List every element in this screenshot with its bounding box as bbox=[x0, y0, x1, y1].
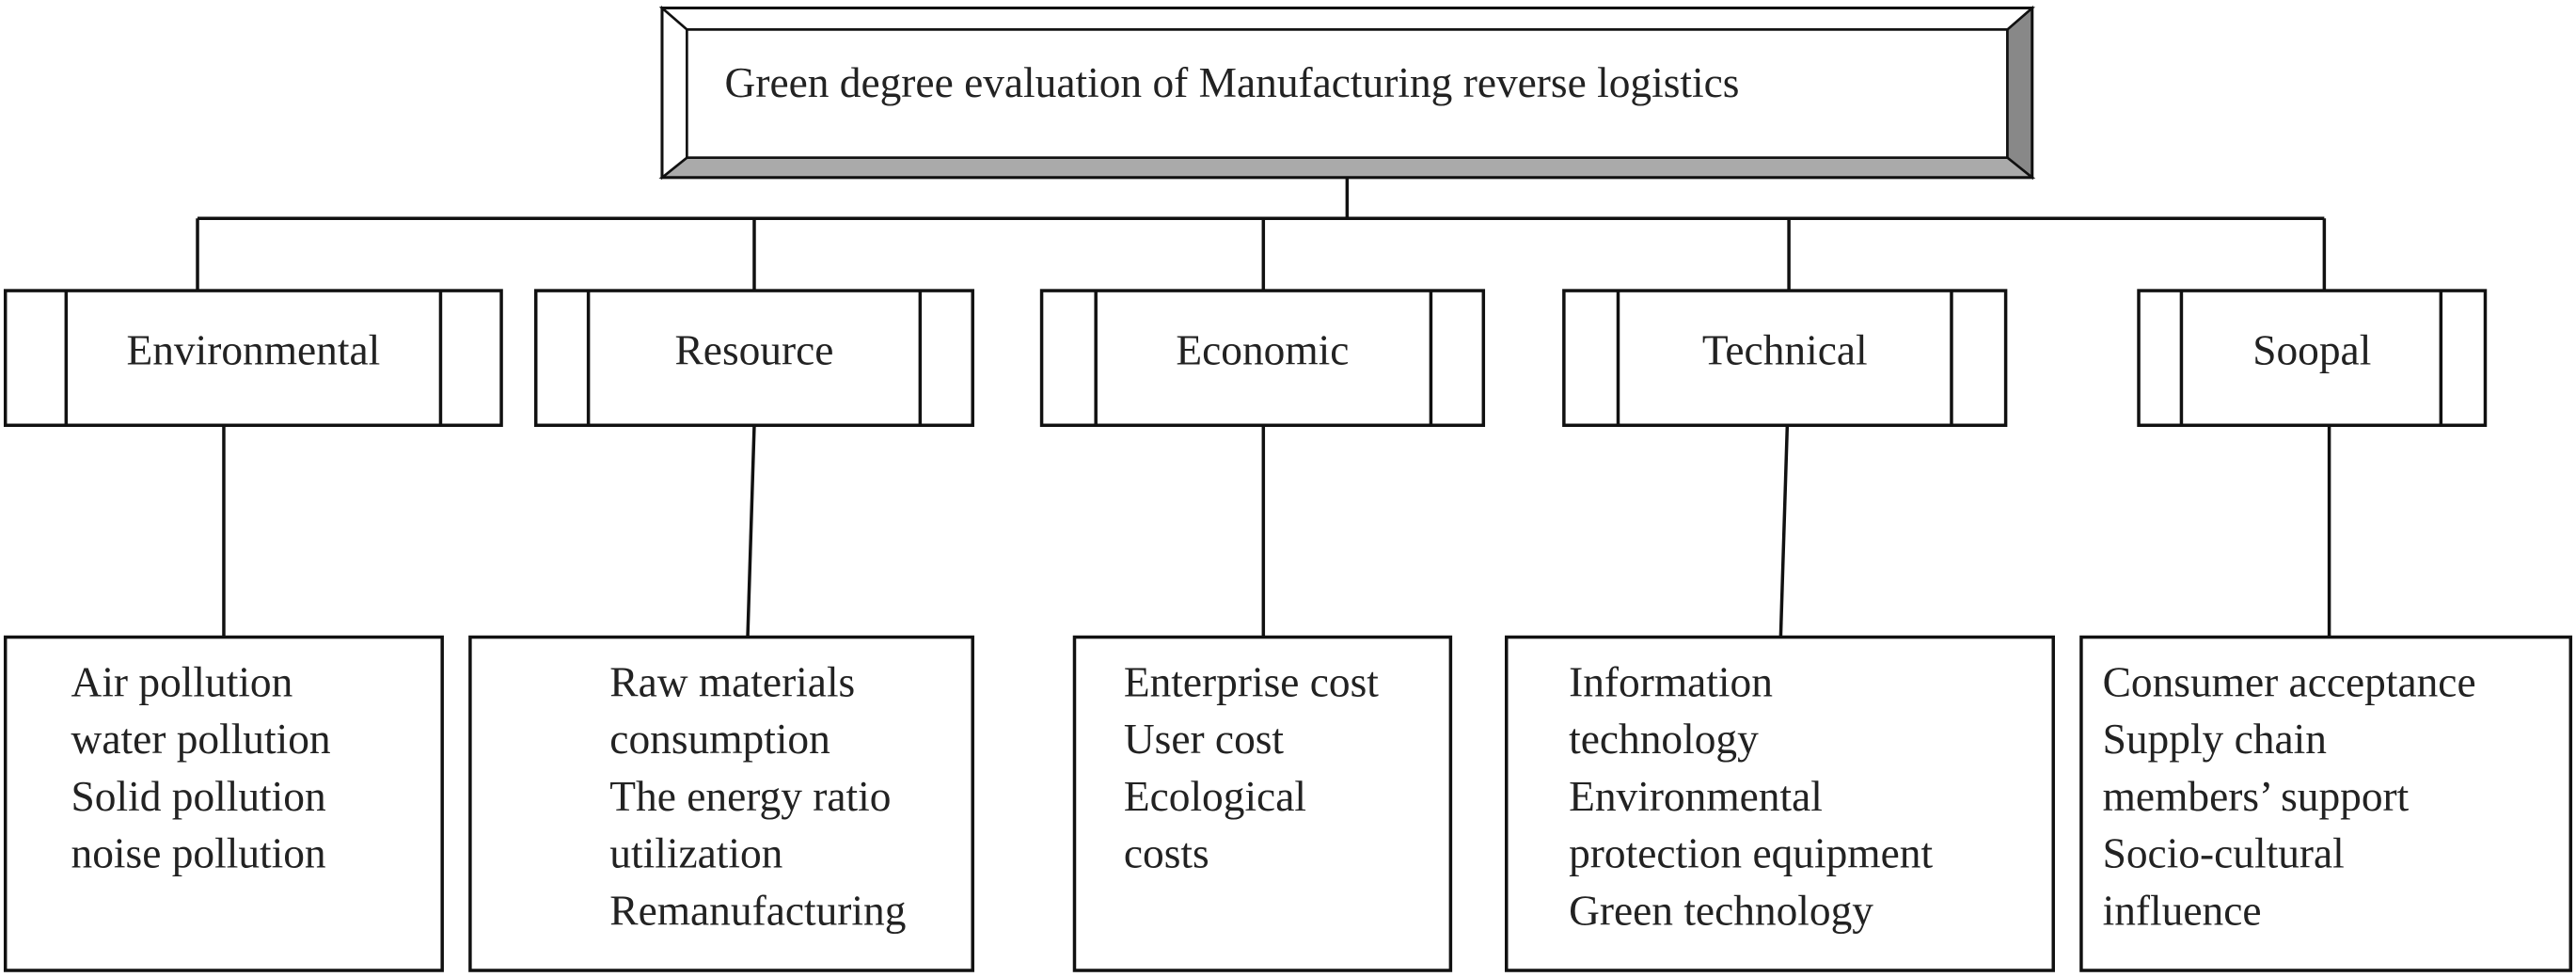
item-text: Green technology bbox=[1569, 887, 1873, 934]
item-text: Ecological bbox=[1124, 773, 1306, 820]
item-text: Consumer acceptance bbox=[2103, 658, 2476, 705]
item-text: Remanufacturing bbox=[609, 887, 906, 934]
item-text: Environmental bbox=[1569, 773, 1823, 820]
connector bbox=[1778, 425, 1790, 638]
category-label: Soopal bbox=[2252, 327, 2371, 374]
category-label: Economic bbox=[1176, 327, 1349, 374]
category-label: Environmental bbox=[126, 327, 380, 374]
item-text: influence bbox=[2103, 887, 2262, 934]
item-box bbox=[1505, 635, 2055, 972]
item-text: noise pollution bbox=[71, 830, 326, 877]
item-box bbox=[3, 635, 444, 972]
item-text: Socio-cultural bbox=[2103, 830, 2345, 877]
item-text: protection equipment bbox=[1569, 830, 1933, 877]
item-text: The energy ratio bbox=[609, 773, 891, 820]
root-box: Green degree evaluation of Manufacturing… bbox=[658, 5, 2036, 181]
category-label: Resource bbox=[675, 327, 834, 374]
category-label: Technical bbox=[1702, 327, 1868, 374]
item-text: User cost bbox=[1124, 716, 1285, 763]
item-box bbox=[468, 635, 974, 972]
root-title: Green degree evaluation of Manufacturing… bbox=[725, 59, 1740, 106]
connectors bbox=[198, 177, 2325, 220]
item-box bbox=[2079, 635, 2573, 972]
item-text: water pollution bbox=[71, 716, 331, 763]
item-text: consumption bbox=[609, 716, 830, 763]
item-text: members’ support bbox=[2103, 773, 2410, 820]
item-box bbox=[1072, 635, 1453, 972]
item-text: Information bbox=[1569, 658, 1773, 705]
item-text: utilization bbox=[609, 830, 782, 877]
category-box bbox=[3, 289, 503, 428]
item-text: Enterprise cost bbox=[1124, 658, 1379, 705]
category-box bbox=[533, 289, 974, 428]
category-box bbox=[2137, 289, 2488, 428]
item-text: technology bbox=[1569, 716, 1759, 763]
category-box bbox=[1562, 289, 2008, 428]
item-text: costs bbox=[1124, 830, 1209, 877]
item-text: Supply chain bbox=[2103, 716, 2328, 763]
item-text: Air pollution bbox=[71, 658, 293, 705]
item-text: Solid pollution bbox=[71, 773, 326, 820]
item-text: Raw materials bbox=[609, 658, 855, 705]
connector bbox=[746, 425, 756, 638]
category-box bbox=[1039, 289, 1486, 428]
